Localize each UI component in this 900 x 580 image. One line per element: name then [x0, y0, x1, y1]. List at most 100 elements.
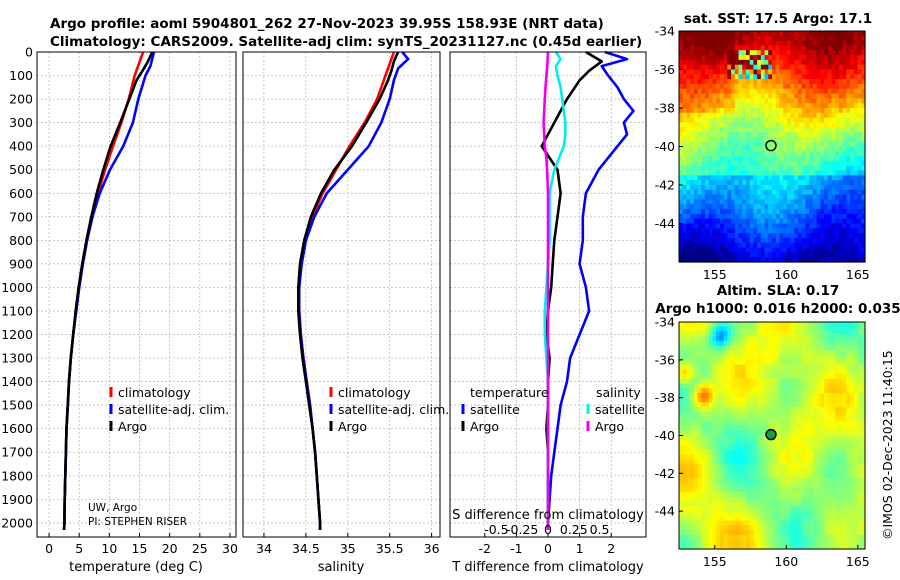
- sla-cell: [812, 520, 818, 526]
- sla-cell: [861, 506, 866, 512]
- sla-cell: [779, 511, 784, 517]
- sst-cell: [753, 237, 758, 244]
- sst-cell: [783, 165, 788, 172]
- sst-cell: [794, 93, 799, 99]
- sst-cell: [857, 199, 862, 205]
- sla-cell: [749, 340, 754, 347]
- sla-cell: [734, 350, 740, 356]
- sla-cell: [712, 383, 717, 389]
- sla-cell: [831, 322, 836, 328]
- sla-cell: [719, 463, 725, 470]
- sla-cell: [690, 463, 695, 470]
- sla-cell: [835, 525, 840, 531]
- sla-cell: [742, 525, 747, 531]
- sla-cell: [738, 496, 743, 503]
- y-tick-label: 1800: [1, 468, 33, 483]
- sla-cell: [816, 511, 821, 517]
- sst-cell: [846, 257, 851, 263]
- sst-cell: [742, 156, 747, 162]
- sst-cell: [857, 59, 862, 66]
- sst-cell: [775, 88, 781, 95]
- sst-cell: [723, 175, 728, 181]
- sla-cell: [772, 544, 777, 550]
- sst-cell: [786, 79, 792, 85]
- sst-cell: [742, 132, 747, 138]
- sla-cell: [757, 440, 762, 446]
- sla-cell: [831, 454, 836, 460]
- sst-cell: [853, 117, 859, 124]
- sla-cell: [760, 340, 766, 347]
- sst-cell: [775, 83, 781, 90]
- sla-cell: [760, 426, 766, 432]
- sst-cell: [798, 117, 803, 124]
- sst-cell: [805, 180, 810, 186]
- sst-cell: [708, 35, 714, 42]
- sla-cell: [838, 478, 844, 484]
- sst-cell: [861, 112, 866, 119]
- sla-cell: [723, 322, 728, 328]
- sla-cell: [831, 402, 836, 408]
- sla-cell: [831, 463, 836, 470]
- sst-cell: [783, 45, 788, 51]
- sst-cell: [690, 45, 695, 51]
- sst-cell: [705, 79, 710, 85]
- sst-cell: [805, 117, 810, 124]
- sst-cell: [824, 103, 829, 109]
- sla-cell: [824, 322, 829, 328]
- sla-cell: [850, 463, 855, 470]
- sst-cell: [805, 242, 810, 249]
- sst-cell: [842, 242, 847, 249]
- sst-cell: [716, 146, 721, 152]
- sla-cell: [772, 444, 777, 451]
- sst-cell: [738, 45, 743, 51]
- sst-cell: [745, 209, 751, 215]
- sla-cell: [693, 378, 699, 385]
- sst-cell: [697, 146, 702, 152]
- sst-cell: [853, 93, 859, 99]
- sst-cell: [820, 204, 825, 210]
- sst-cell: [850, 233, 855, 239]
- sst-cell: [686, 204, 691, 210]
- sst-cell: [716, 252, 721, 258]
- sla-cell: [831, 374, 836, 380]
- sla-cell: [801, 449, 807, 456]
- sla-cell: [783, 340, 788, 347]
- sst-cell: [775, 156, 781, 162]
- sst-cell: [853, 31, 859, 37]
- sla-cell: [827, 492, 833, 498]
- sla-cell: [786, 468, 792, 474]
- sst-cell: [690, 69, 695, 75]
- sst-cell: [842, 79, 847, 85]
- sst-cell: [850, 69, 855, 75]
- sst-cell: [705, 112, 710, 119]
- sst-cell: [850, 170, 855, 176]
- sla-cell: [723, 355, 728, 361]
- sla-cell: [775, 463, 781, 470]
- sla-cell: [801, 435, 807, 441]
- sla-cell: [850, 539, 855, 545]
- sla-cell: [824, 407, 829, 413]
- sst-cell: [812, 213, 818, 220]
- sla-cell: [757, 336, 762, 342]
- sst-cell: [745, 204, 751, 210]
- sst-cell: [805, 175, 810, 181]
- sla-cell: [745, 459, 751, 465]
- sla-cell: [749, 539, 754, 545]
- sla-cell: [779, 515, 784, 522]
- sla-cell: [731, 539, 736, 545]
- sla-cell: [686, 336, 691, 342]
- sla-cell: [835, 449, 840, 456]
- sst-cell: [679, 40, 684, 47]
- sla-cell: [846, 392, 851, 399]
- sla-cell: [760, 501, 766, 508]
- sla-cell: [697, 426, 702, 432]
- sla-cell: [749, 525, 754, 531]
- sla-cell: [716, 378, 721, 385]
- sst-cell: [727, 175, 732, 181]
- sst-cell: [835, 252, 840, 258]
- sla-cell: [816, 530, 821, 536]
- sla-cell: [749, 369, 754, 375]
- sla-cell: [738, 534, 743, 541]
- sst-cell: [861, 59, 866, 66]
- sla-cell: [779, 340, 784, 347]
